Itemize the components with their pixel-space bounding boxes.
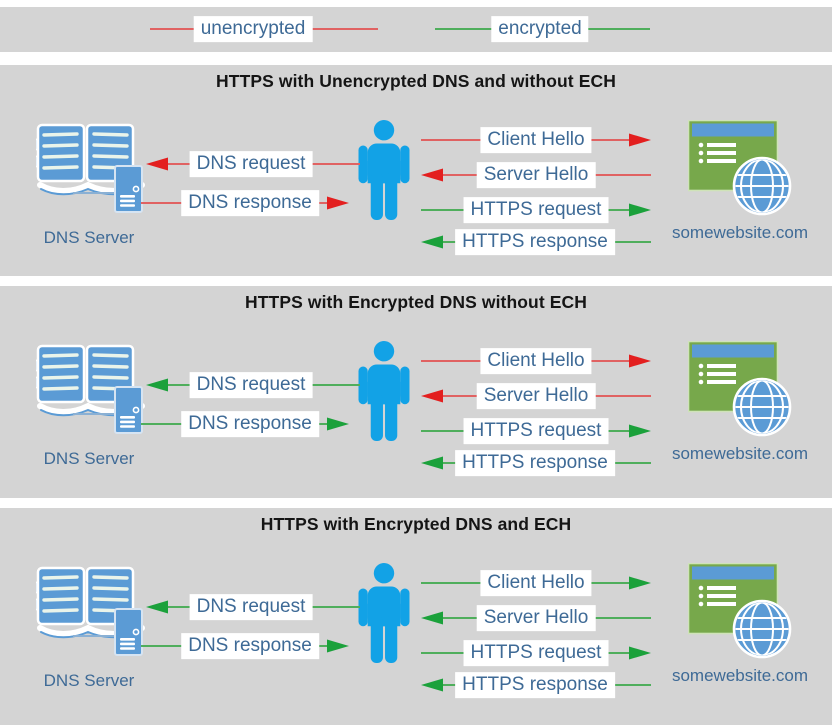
website-label: somewebsite.com [671,444,809,463]
legend-encrypted-label: encrypted [491,16,589,42]
dns-server-label: DNS Server [43,228,135,247]
dns-request-label: DNS request [189,594,313,620]
dns-server-label: DNS Server [43,671,135,690]
https-response-label: HTTPS response [455,672,615,698]
scenario-panel: HTTPS with Encrypted DNS without ECH DNS… [0,286,832,498]
dns-request-label: DNS request [189,151,313,177]
client-hello-label: Client Hello [480,348,592,374]
dns-server-icon [36,566,146,658]
https-request-label: HTTPS request [463,197,609,223]
dns-response-label: DNS response [181,190,319,216]
user-icon [358,120,410,220]
website-label: somewebsite.com [671,223,809,242]
panel-title: HTTPS with Encrypted DNS and ECH [260,514,572,534]
legend-unencrypted-label: unencrypted [193,16,313,42]
panel-title: HTTPS with Unencrypted DNS and without E… [216,71,616,91]
https-response-label: HTTPS response [455,229,615,255]
panel-title: HTTPS with Encrypted DNS without ECH [245,292,587,312]
client-hello-label: Client Hello [480,570,592,596]
https-request-label: HTTPS request [463,640,609,666]
user-icon [358,563,410,663]
dns-server-label: DNS Server [43,449,135,468]
scenario-panel: HTTPS with Encrypted DNS and ECH DNS Ser… [0,508,832,725]
https-response-label: HTTPS response [455,450,615,476]
dns-server-icon [36,123,146,215]
client-hello-label: Client Hello [480,127,592,153]
dns-server-icon [36,344,146,436]
server-hello-label: Server Hello [476,605,596,631]
dns-response-label: DNS response [181,411,319,437]
server-hello-label: Server Hello [476,383,596,409]
website-label: somewebsite.com [671,666,809,685]
website-icon [688,341,793,437]
scenario-panels: HTTPS with Unencrypted DNS and without E… [0,65,832,725]
website-icon [688,563,793,659]
legend-bar: unencrypted encrypted [0,7,832,52]
scenario-panel: HTTPS with Unencrypted DNS and without E… [0,65,832,276]
https-request-label: HTTPS request [463,418,609,444]
user-icon [358,341,410,441]
server-hello-label: Server Hello [476,162,596,188]
dns-response-label: DNS response [181,633,319,659]
dns-request-label: DNS request [189,372,313,398]
website-icon [688,120,793,216]
